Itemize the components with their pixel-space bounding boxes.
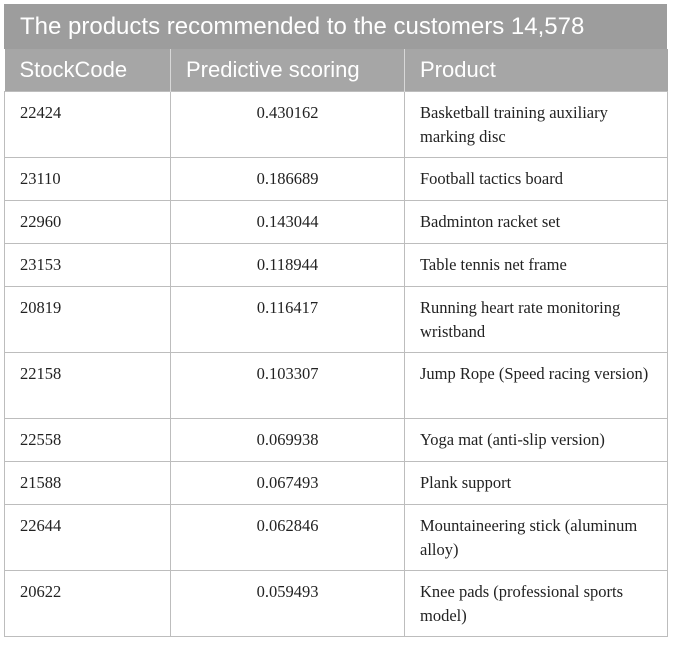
header-predictive-scoring: Predictive scoring bbox=[170, 49, 405, 91]
table-row: 22558 0.069938 Yoga mat (anti-slip versi… bbox=[4, 417, 668, 462]
cell-product: Yoga mat (anti-slip version) bbox=[404, 417, 668, 462]
cell-product: Mountaineering stick (aluminum alloy) bbox=[404, 503, 668, 571]
table-row: 22158 0.103307 Jump Rope (Speed racing v… bbox=[4, 351, 668, 419]
cell-product: Plank support bbox=[404, 460, 668, 505]
header-row: StockCode Predictive scoring Product bbox=[4, 49, 668, 91]
cell-score: 0.186689 bbox=[170, 156, 405, 201]
cell-stockcode: 22960 bbox=[4, 199, 171, 244]
cell-score: 0.143044 bbox=[170, 199, 405, 244]
table-row: 22424 0.430162 Basketball training auxil… bbox=[4, 90, 668, 158]
cell-stockcode: 23153 bbox=[4, 242, 171, 287]
cell-stockcode: 20622 bbox=[4, 569, 171, 637]
table-row: 20819 0.116417 Running heart rate monito… bbox=[4, 285, 668, 353]
table-header: StockCode Predictive scoring Product bbox=[4, 49, 668, 91]
cell-product: Knee pads (professional sports model) bbox=[404, 569, 668, 637]
header-product: Product bbox=[404, 49, 668, 91]
cell-product: Jump Rope (Speed racing version) bbox=[404, 351, 668, 419]
cell-score: 0.059493 bbox=[170, 569, 405, 637]
table-row: 20622 0.059493 Knee pads (professional s… bbox=[4, 569, 668, 637]
cell-product: Table tennis net frame bbox=[404, 242, 668, 287]
table-body: 22424 0.430162 Basketball training auxil… bbox=[4, 90, 668, 637]
cell-stockcode: 22558 bbox=[4, 417, 171, 462]
cell-stockcode: 21588 bbox=[4, 460, 171, 505]
cell-score: 0.103307 bbox=[170, 351, 405, 419]
cell-score: 0.430162 bbox=[170, 90, 405, 158]
table-row: 23153 0.118944 Table tennis net frame bbox=[4, 242, 668, 287]
cell-product: Badminton racket set bbox=[404, 199, 668, 244]
table-title: The products recommended to the customer… bbox=[4, 4, 667, 49]
header-stockcode: StockCode bbox=[4, 49, 171, 91]
cell-stockcode: 23110 bbox=[4, 156, 171, 201]
cell-product: Football tactics board bbox=[404, 156, 668, 201]
cell-score: 0.062846 bbox=[170, 503, 405, 571]
cell-score: 0.116417 bbox=[170, 285, 405, 353]
recommendation-table: The products recommended to the customer… bbox=[4, 4, 668, 637]
cell-score: 0.118944 bbox=[170, 242, 405, 287]
cell-score: 0.069938 bbox=[170, 417, 405, 462]
cell-score: 0.067493 bbox=[170, 460, 405, 505]
table-row: 23110 0.186689 Football tactics board bbox=[4, 156, 668, 201]
table-row: 22960 0.143044 Badminton racket set bbox=[4, 199, 668, 244]
cell-stockcode: 22644 bbox=[4, 503, 171, 571]
table-row: 21588 0.067493 Plank support bbox=[4, 460, 668, 505]
table-row: 22644 0.062846 Mountaineering stick (alu… bbox=[4, 503, 668, 571]
cell-product: Running heart rate monitoring wristband bbox=[404, 285, 668, 353]
cell-stockcode: 20819 bbox=[4, 285, 171, 353]
cell-stockcode: 22158 bbox=[4, 351, 171, 419]
data-table: StockCode Predictive scoring Product 224… bbox=[4, 49, 668, 637]
cell-product: Basketball training auxiliary marking di… bbox=[404, 90, 668, 158]
cell-stockcode: 22424 bbox=[4, 90, 171, 158]
